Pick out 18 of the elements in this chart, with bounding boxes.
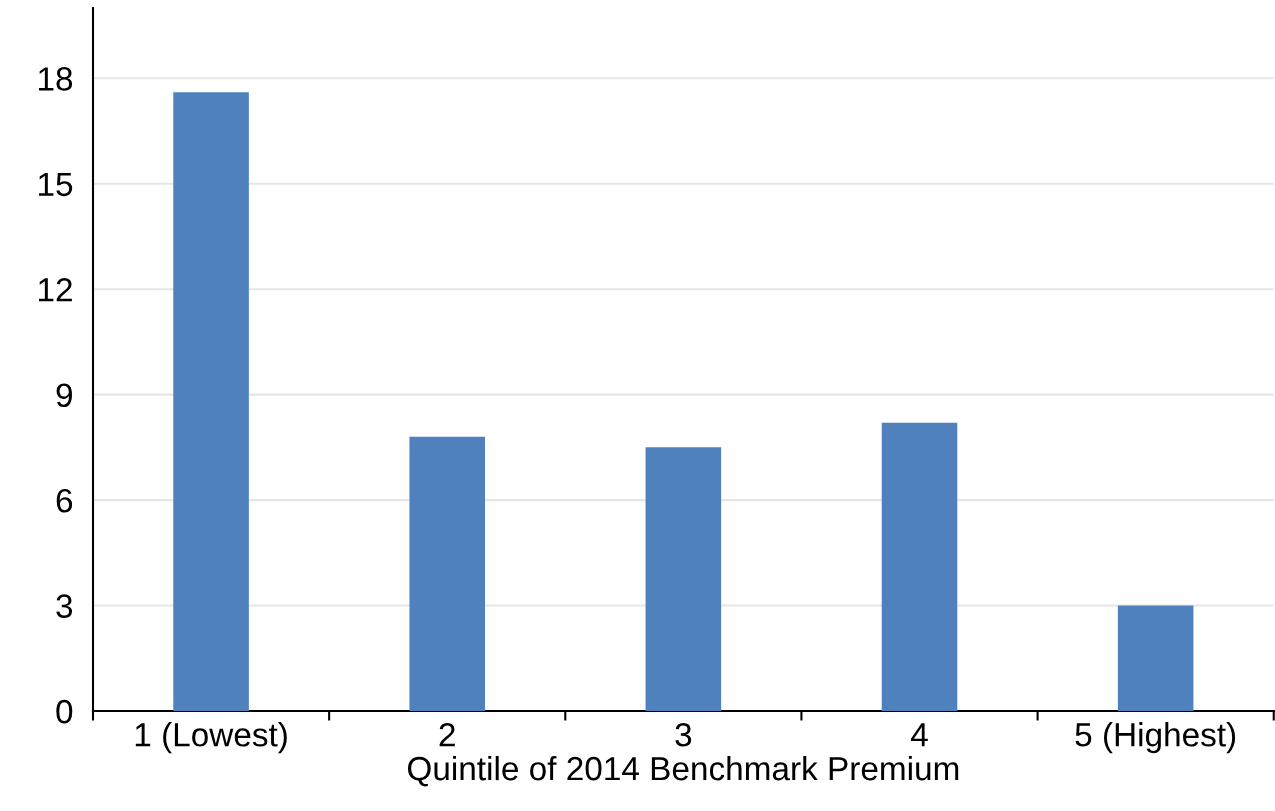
y-tick-label: 12: [39, 278, 72, 302]
y-tick-label: 6: [56, 488, 73, 513]
y-tick-label: 9: [56, 383, 72, 408]
bar: [881, 422, 958, 711]
y-tick-label: 15: [39, 172, 73, 197]
bar: [173, 92, 249, 711]
x-tick-label: 3: [675, 722, 692, 747]
bar: [645, 447, 722, 711]
bar: [1117, 605, 1194, 711]
bar: [409, 436, 485, 711]
x-tick-label: 1 (Lowest): [135, 722, 287, 754]
x-tick-label: 2: [439, 722, 455, 747]
y-tick-label: 18: [39, 67, 73, 91]
y-tick-label: 3: [56, 594, 73, 618]
x-tick-label: 5 (Highest): [1075, 722, 1236, 754]
y-tick-label: 0: [56, 699, 73, 724]
x-axis-title: Quintile of 2014 Benchmark Premium: [407, 755, 959, 787]
x-tick-label: 4: [911, 723, 928, 747]
